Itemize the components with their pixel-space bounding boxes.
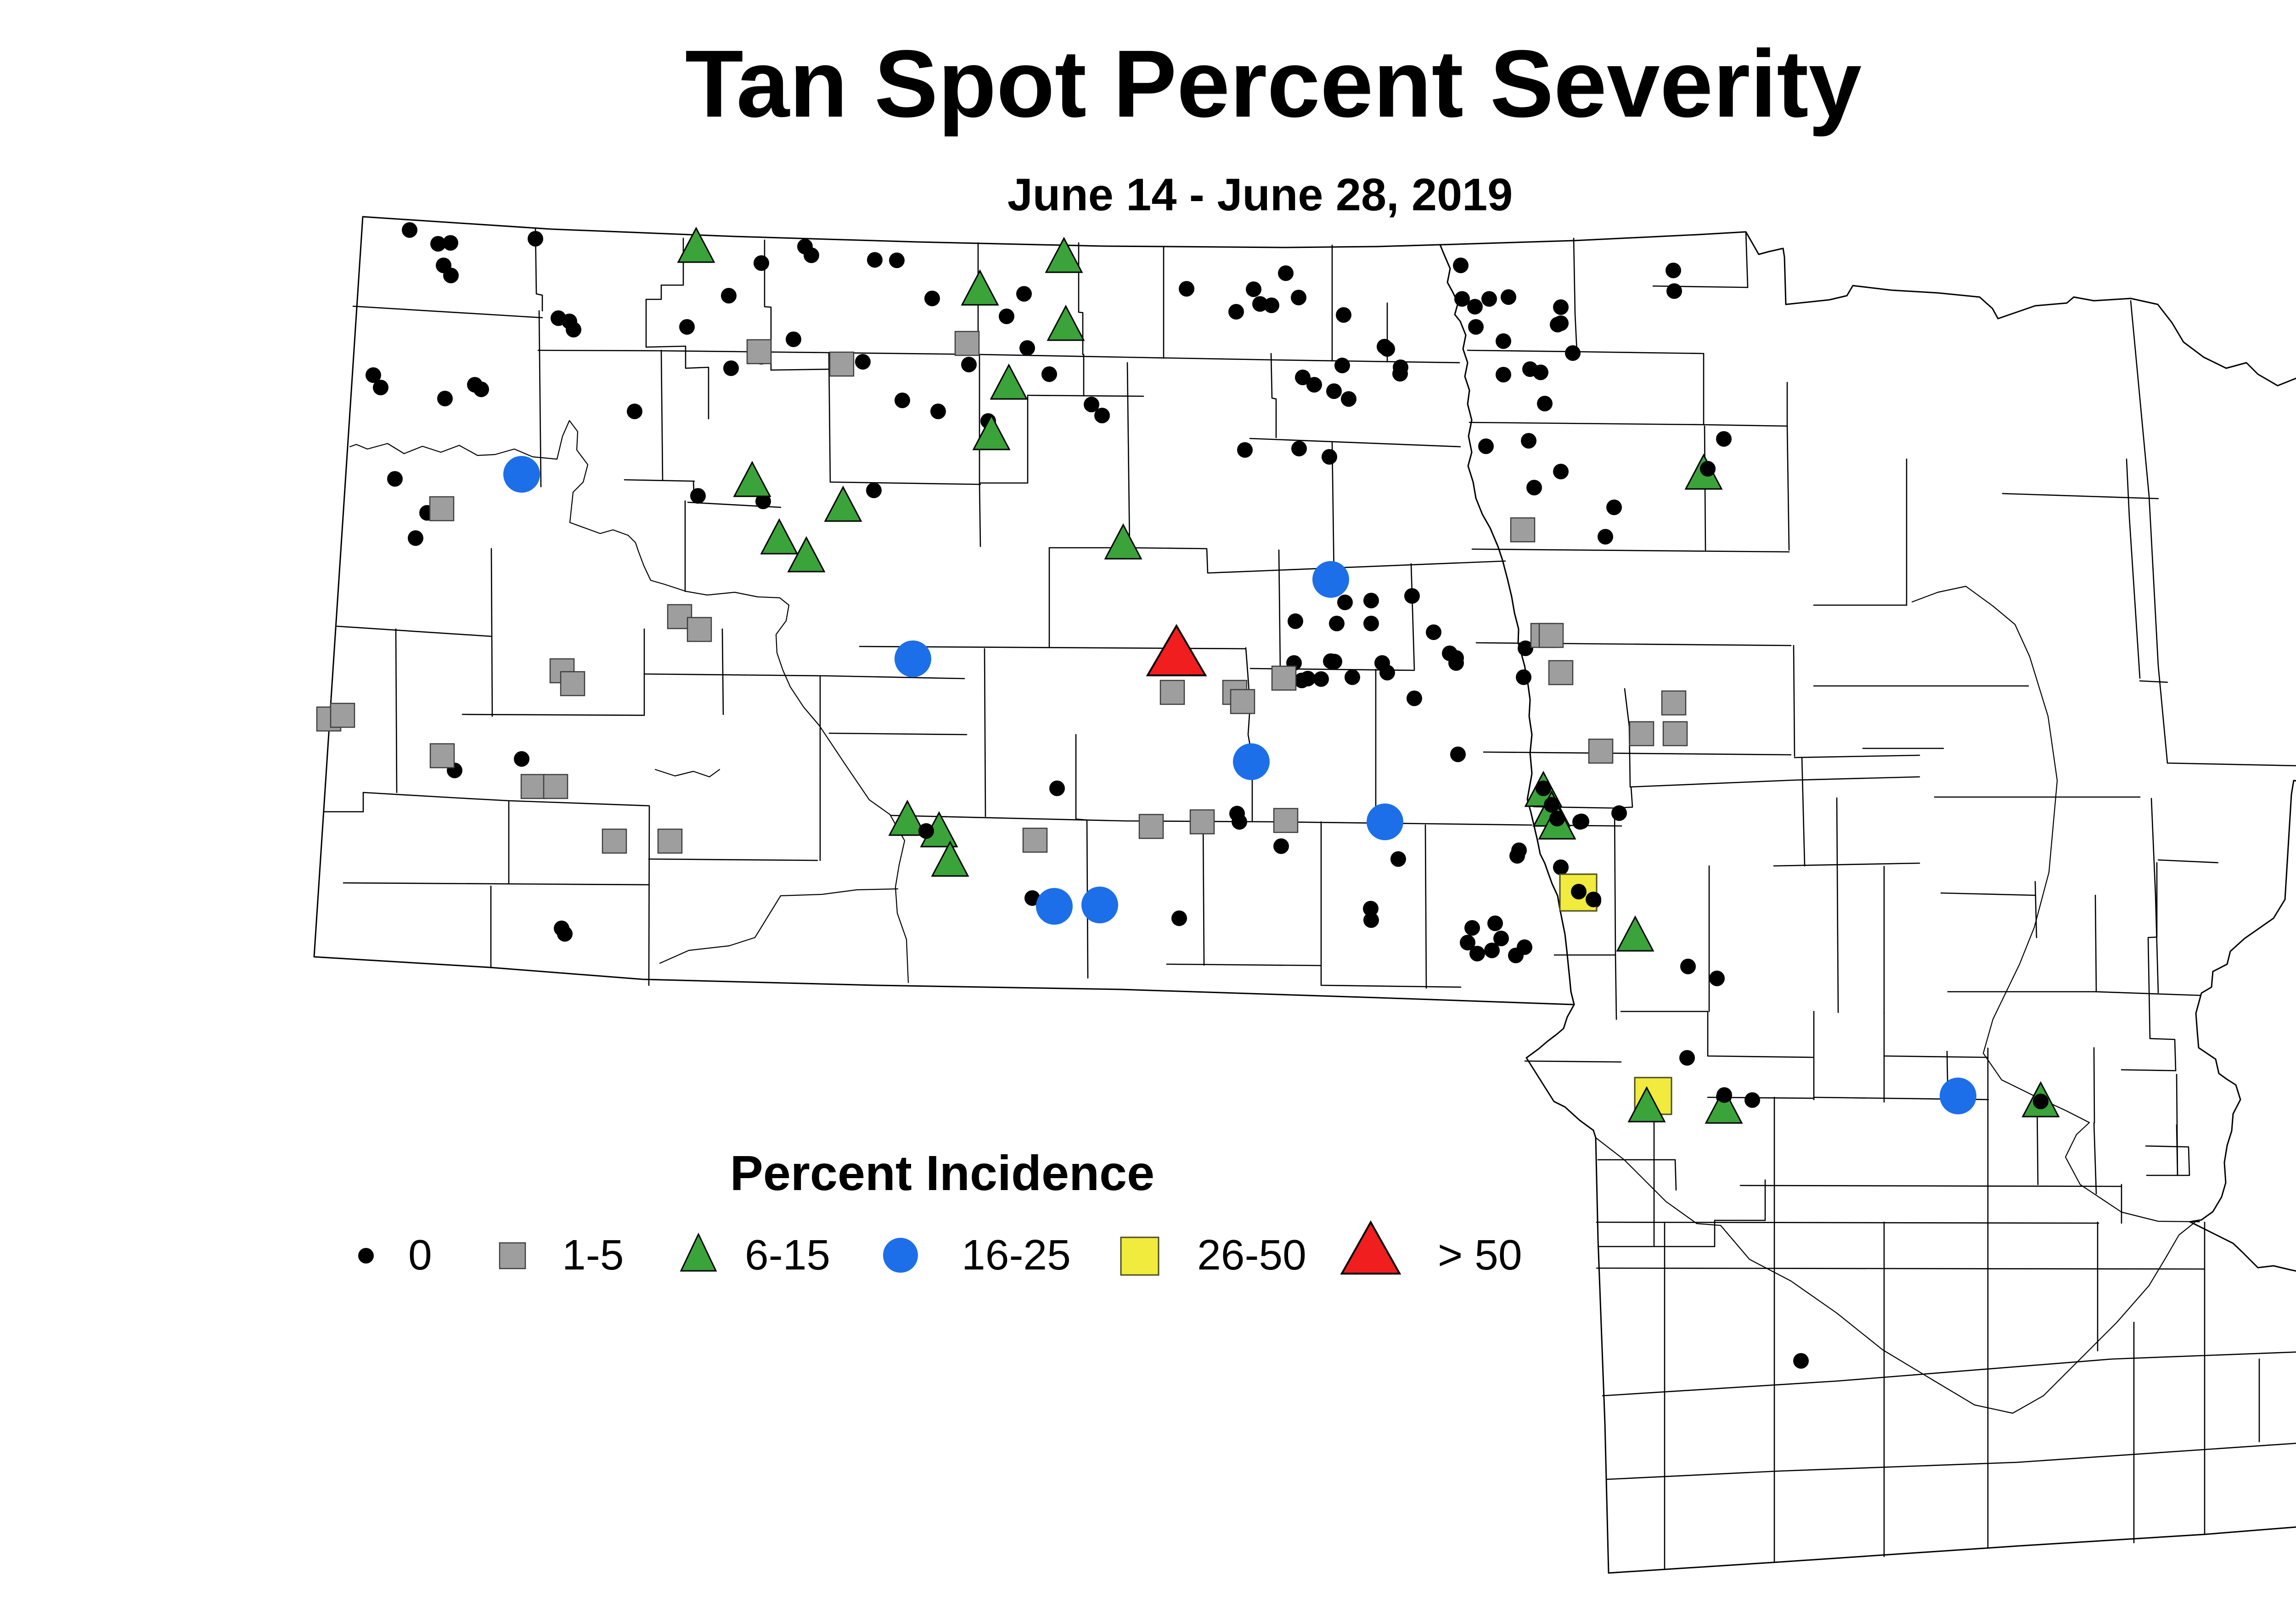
svg-text:June 14 - June 28, 2019: June 14 - June 28, 2019: [1007, 169, 1513, 220]
svg-text:Tan Spot Percent Severity: Tan Spot Percent Severity: [685, 31, 1862, 137]
svg-text:1-5: 1-5: [562, 1231, 624, 1279]
svg-text:Percent Incidence: Percent Incidence: [730, 1145, 1154, 1201]
svg-text:> 50: > 50: [1438, 1231, 1522, 1279]
svg-text:26-50: 26-50: [1197, 1231, 1306, 1279]
svg-text:6-15: 6-15: [745, 1231, 830, 1279]
svg-text:0: 0: [408, 1231, 432, 1279]
svg-text:16-25: 16-25: [962, 1231, 1071, 1279]
